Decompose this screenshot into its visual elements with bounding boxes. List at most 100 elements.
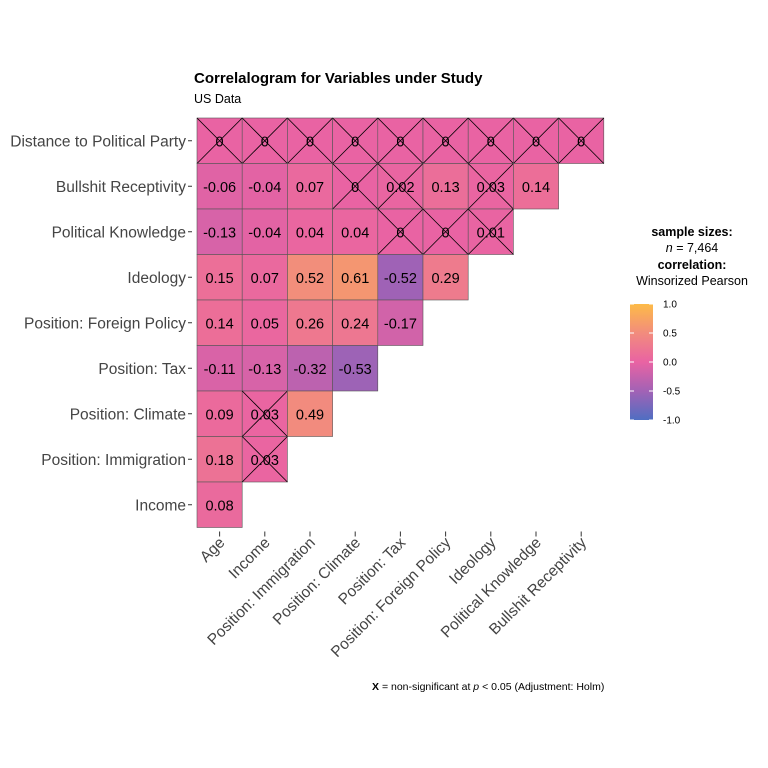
- cell-value-label: -0.06: [203, 180, 236, 196]
- chart-subtitle: US Data: [194, 92, 242, 106]
- cell-value-label: 0: [396, 225, 404, 241]
- cell-value-label: 0: [306, 134, 314, 150]
- heatmap-tile: [287, 345, 333, 392]
- cell-value-label: -0.04: [248, 180, 281, 196]
- heatmap-tile: [377, 254, 424, 301]
- cell-value-label: 0: [351, 180, 359, 196]
- heatmap-tile: [287, 390, 333, 437]
- nonsignificant-cross: [241, 390, 288, 437]
- cell-value-label: 0.03: [477, 180, 505, 196]
- nonsignificant-cross: [332, 117, 379, 164]
- chart-title: Correlalogram for Variables under Study: [194, 70, 483, 87]
- cell-value-label: 0: [442, 225, 450, 241]
- nonsignificant-cross: [467, 117, 514, 164]
- cell-value-label: -0.17: [384, 316, 417, 332]
- cell-value-label: 0: [487, 134, 495, 150]
- heatmap-tile: [241, 345, 288, 392]
- cell-value-label: 0.14: [522, 180, 550, 196]
- cell-value-label: 0.07: [251, 271, 279, 287]
- heatmap-tile: [287, 163, 333, 210]
- caption-x-mark: X: [372, 681, 380, 693]
- cell-value-label: 0.18: [205, 453, 233, 469]
- legend-tick-label: -1.0: [663, 416, 681, 427]
- y-axis-label-ideology: Ideology: [127, 270, 186, 287]
- heatmap-tile: [196, 390, 243, 437]
- heatmap-tile: [332, 208, 379, 255]
- x-axis-label-age: Age: [197, 534, 229, 566]
- legend-tick-label: 0.0: [663, 358, 677, 369]
- cell-value-label: 0.13: [431, 180, 459, 196]
- heatmap-tile: [377, 299, 424, 346]
- cell-value-label: -0.11: [204, 362, 236, 378]
- cell-value-label: 0: [577, 134, 585, 150]
- heatmap-tile: [422, 254, 469, 301]
- heatmap-tile: [196, 299, 243, 346]
- cell-value-label: 0.03: [251, 453, 279, 469]
- cell-value-label: -0.04: [248, 225, 281, 241]
- nonsignificant-cross: [467, 208, 514, 255]
- cell-value-label: 0.04: [296, 225, 324, 241]
- heatmap-tile: [332, 345, 379, 392]
- legend-color-bar: [630, 304, 653, 420]
- legend-tick-label: -0.5: [663, 387, 681, 398]
- cell-value-label: 0.07: [296, 180, 324, 196]
- cell-value-label: -0.13: [248, 362, 281, 378]
- heatmap-tile: [241, 254, 288, 301]
- y-axis-label-position-immigration: Position: Immigration: [41, 452, 186, 469]
- cell-value-label: -0.53: [339, 362, 372, 378]
- cell-value-label: 0.49: [296, 407, 324, 423]
- legend-n-value: = 7,464: [676, 241, 719, 255]
- cell-value-label: 0.04: [341, 225, 369, 241]
- legend-corr-method: Winsorized Pearson: [636, 274, 748, 288]
- cell-value-label: 0.03: [251, 407, 279, 423]
- heatmap-tile: [196, 208, 243, 255]
- caption-text-before: = non-significant at: [381, 681, 471, 693]
- cell-value-label: 0.01: [477, 225, 505, 241]
- legend-sample-heading: sample sizes:: [651, 225, 733, 239]
- cell-value-label: 0.05: [251, 316, 279, 332]
- caption-p-symbol: p: [473, 681, 480, 693]
- heatmap-tile: [513, 163, 559, 210]
- cell-value-label: -0.32: [293, 362, 326, 378]
- cell-value-label: 0.52: [296, 271, 324, 287]
- y-axis-label-position-foreign-policy: Position: Foreign Policy: [24, 315, 186, 332]
- cell-value-label: 0: [351, 134, 359, 150]
- significance-caption: X = non-significant at p < 0.05 (Adjustm…: [372, 681, 604, 693]
- y-axis-label-income: Income: [135, 497, 186, 514]
- heatmap-tile: [332, 299, 379, 346]
- nonsignificant-cross: [422, 208, 469, 255]
- nonsignificant-cross: [241, 436, 288, 483]
- y-axis-label-distance-to-political-party: Distance to Political Party: [10, 133, 186, 150]
- heatmap-tile: [196, 436, 243, 483]
- nonsignificant-cross: [377, 208, 424, 255]
- cell-value-label: 0.24: [341, 316, 369, 332]
- legend-n-symbol: n: [665, 241, 673, 255]
- nonsignificant-cross: [332, 163, 379, 210]
- cell-value-label: 0.29: [431, 271, 459, 287]
- legend-corr-heading: correlation:: [657, 258, 727, 272]
- nonsignificant-cross: [287, 117, 333, 164]
- nonsignificant-cross: [241, 117, 288, 164]
- legend-tick-label: 0.5: [663, 329, 677, 340]
- cell-value-label: 0: [216, 134, 224, 150]
- cell-value-label: 0.14: [205, 316, 233, 332]
- y-axis-label-position-tax: Position: Tax: [98, 361, 186, 378]
- y-axis-label-position-climate: Position: Climate: [70, 406, 186, 423]
- nonsignificant-cross: [377, 117, 424, 164]
- heatmap-tile: [196, 254, 243, 301]
- cell-value-label: 0.09: [205, 407, 233, 423]
- legend: sample sizes: n = 7,464 correlation: Win…: [614, 224, 768, 290]
- cell-value-label: 0.61: [341, 271, 369, 287]
- heatmap-tile: [332, 254, 379, 301]
- cell-value-label: -0.13: [203, 225, 236, 241]
- y-axis-label-political-knowledge: Political Knowledge: [52, 224, 186, 241]
- nonsignificant-cross: [558, 117, 605, 164]
- legend-sample-size: n = 7,464: [614, 240, 768, 257]
- cell-value-label: -0.52: [384, 271, 417, 287]
- heatmap-tile: [241, 208, 288, 255]
- cell-value-label: 0.15: [205, 271, 233, 287]
- y-axis-label-bullshit-receptivity: Bullshit Receptivity: [56, 179, 186, 196]
- cell-value-label: 0.02: [386, 180, 414, 196]
- nonsignificant-cross: [513, 117, 559, 164]
- cell-value-label: 0: [532, 134, 540, 150]
